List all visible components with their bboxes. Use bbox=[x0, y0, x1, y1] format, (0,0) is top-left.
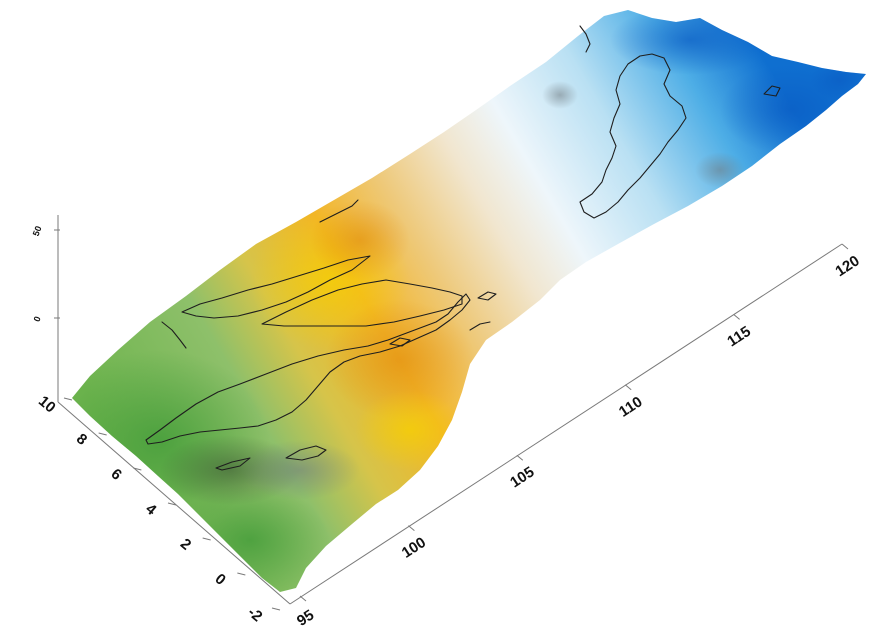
x-tick-label: 95 bbox=[294, 607, 317, 630]
y-tick-label: 8 bbox=[73, 430, 90, 448]
y-tick-mark bbox=[271, 607, 281, 611]
z-tick-label: 50 bbox=[31, 225, 44, 238]
x-tick-label: 105 bbox=[507, 463, 537, 491]
x-tick-mark bbox=[841, 243, 849, 250]
y-tick-label: 4 bbox=[142, 500, 160, 519]
y-tick-mark bbox=[237, 572, 246, 576]
x-tick-mark bbox=[299, 595, 307, 602]
x-tick-mark bbox=[408, 525, 415, 531]
coastline-east-fragment bbox=[469, 321, 491, 331]
x-tick-label: 115 bbox=[724, 323, 754, 350]
coastline-small-island-4 bbox=[477, 291, 497, 301]
coastline-north-fragment bbox=[319, 199, 359, 223]
y-tick-mark bbox=[63, 397, 73, 401]
coastline-central-island bbox=[261, 279, 463, 327]
coastline-upper-island bbox=[181, 255, 371, 319]
x-tick-mark bbox=[516, 454, 524, 461]
coastline-small-island-2 bbox=[285, 445, 327, 461]
z-axis-ticks: 0 50 bbox=[31, 225, 60, 323]
y-tick-label: 2 bbox=[177, 535, 194, 553]
x-tick-label: 100 bbox=[399, 534, 429, 562]
x-tick-mark bbox=[624, 384, 632, 391]
y-tick-mark bbox=[133, 467, 142, 471]
coastline-west-fragment bbox=[161, 321, 187, 349]
y-tick-mark bbox=[202, 537, 211, 541]
y-tick-label: -2 bbox=[244, 604, 265, 626]
coastline-small-island-1 bbox=[215, 457, 251, 471]
y-axis-line bbox=[57, 401, 291, 605]
coastline-eastern-landmass bbox=[579, 53, 687, 219]
y-tick-label: 6 bbox=[108, 465, 125, 483]
coastline-far-east-fragment bbox=[763, 85, 781, 97]
coastline-small-island-3 bbox=[389, 337, 411, 347]
y-tick-mark bbox=[98, 432, 107, 436]
x-tick-label: 110 bbox=[616, 393, 646, 420]
y-tick-label: 10 bbox=[35, 393, 59, 417]
x-tick-mark bbox=[733, 314, 740, 320]
coastline-northeast-fragment bbox=[579, 25, 591, 53]
x-tick-label: 120 bbox=[832, 252, 862, 280]
y-tick-label: 0 bbox=[212, 570, 229, 588]
y-tick-mark bbox=[167, 502, 177, 506]
z-tick-label: 0 bbox=[32, 315, 43, 323]
coastlines bbox=[145, 25, 781, 471]
x-axis-line bbox=[289, 243, 843, 605]
coastline-north-island bbox=[145, 293, 471, 445]
axes-frame bbox=[57, 215, 843, 605]
